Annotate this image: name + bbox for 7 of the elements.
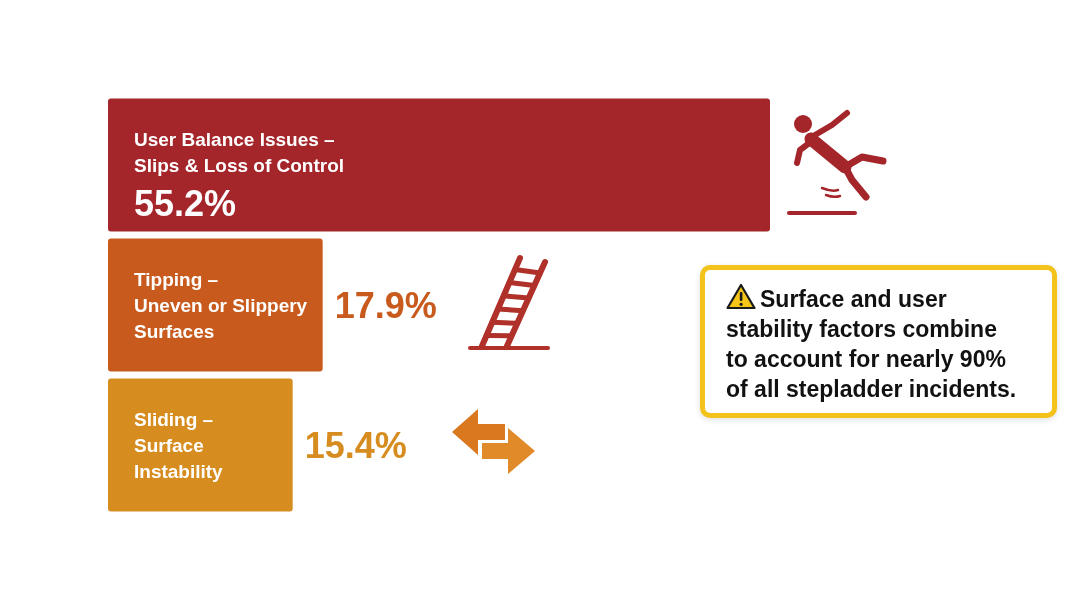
annotation: Surface and user stability factors combine to account for nearly 90% of all stepladder incidents. (726, 286, 1017, 402)
y-tick-label: Sliding – Surface Instability (134, 408, 224, 482)
data-label: 17.9% (334, 284, 437, 326)
y-tick-label: User Balance Issues – Slips & Loss of Control (134, 128, 345, 176)
data-label: 15.4% (304, 424, 407, 466)
y-tick-label: Tipping – Uneven or Slippery Surfaces (134, 268, 308, 342)
data-label: 55.2% (134, 182, 237, 224)
